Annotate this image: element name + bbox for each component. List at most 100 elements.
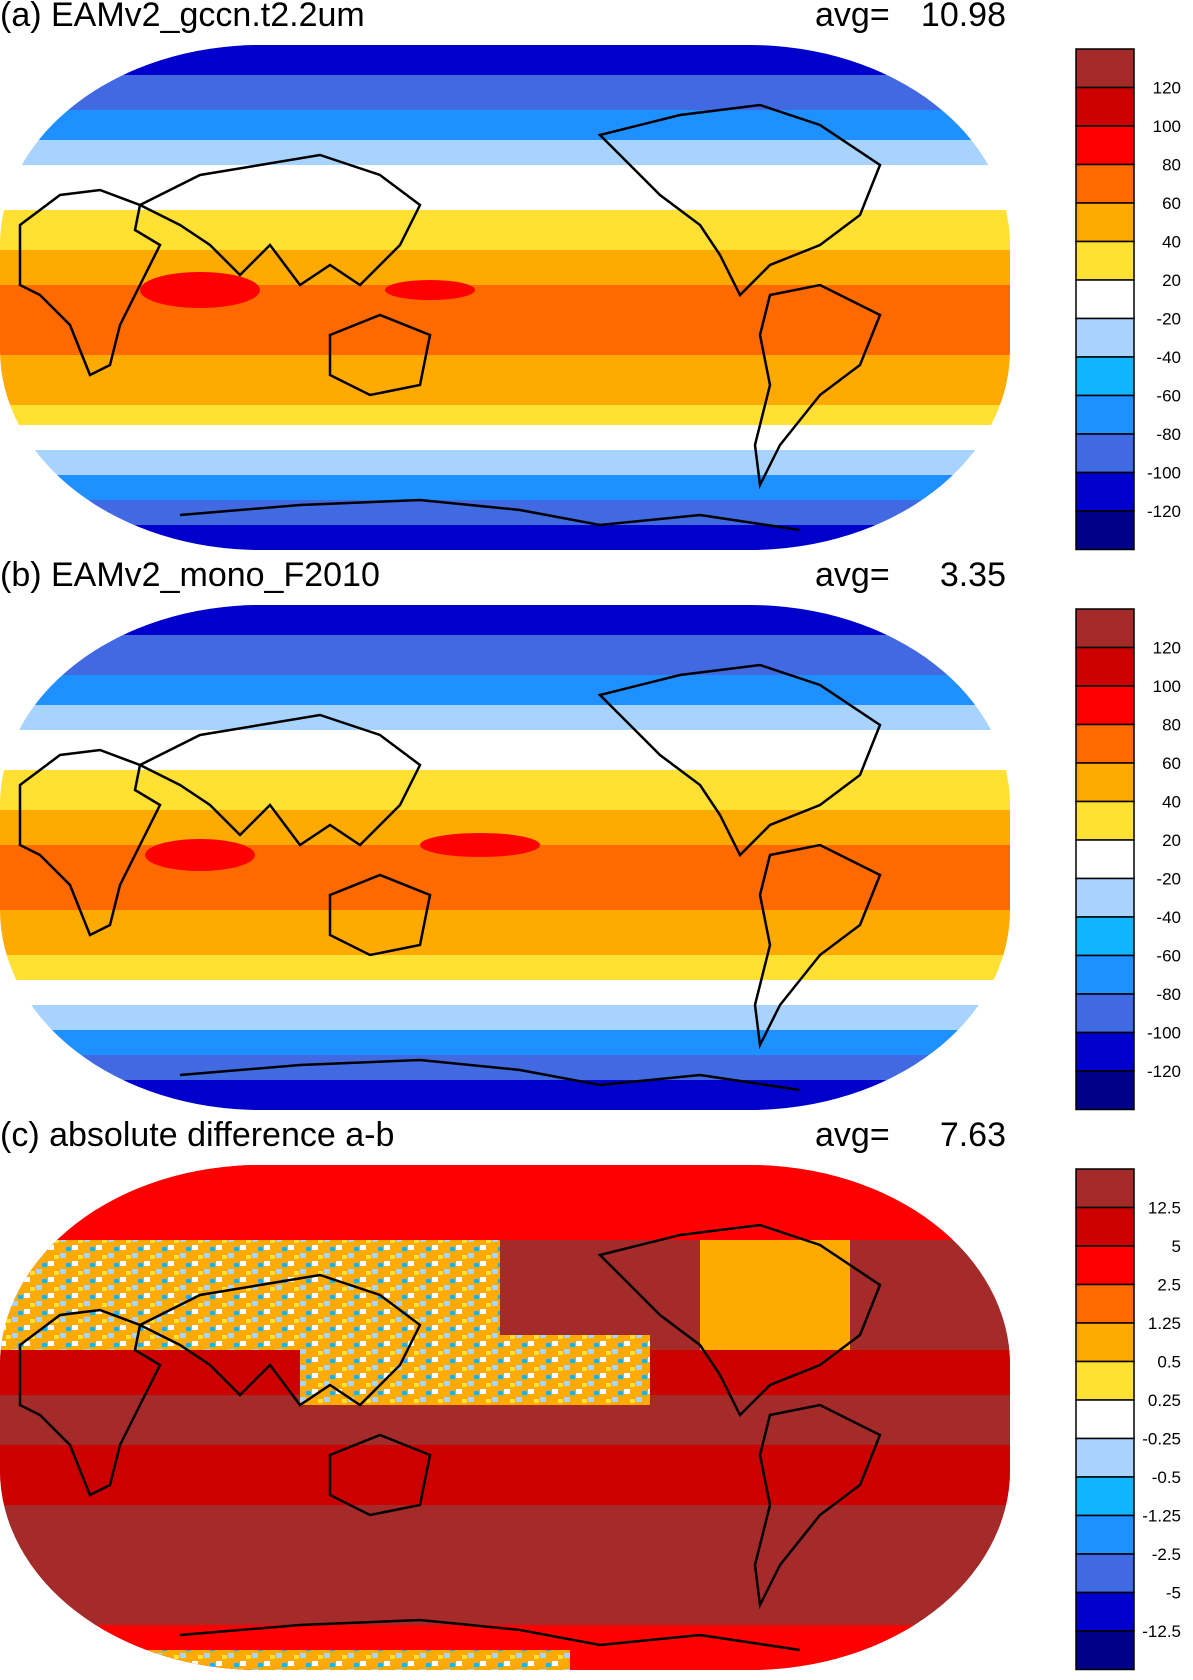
colorbar-label: 1.25 (1148, 1314, 1181, 1333)
colorbar-swatch (1075, 1591, 1135, 1632)
colorbar-label: -120 (1147, 502, 1181, 521)
colorbar-label: 40 (1162, 793, 1181, 812)
colorbar-swatch (1075, 202, 1135, 243)
colorbar: 120 100 80 60 40 20 -20 -40 -60 -80 -100 -120 (1075, 608, 1193, 1111)
colorbar-label: -20 (1156, 870, 1181, 889)
avg-value: 10.98 (920, 0, 1006, 34)
colorbar-label: 20 (1162, 271, 1181, 290)
colorbar-label: 100 (1153, 117, 1181, 136)
map-svg (0, 605, 1010, 1110)
colorbar-swatch (1075, 279, 1135, 320)
colorbar: 12.5 5 2.5 1.25 0.5 0.25 -0.25 -0.5 -1.25 -2.5 -5 -… (1075, 1168, 1193, 1671)
colorbar-swatch (1075, 916, 1135, 957)
colorbar-swatch (1075, 839, 1135, 880)
colorbar-label: 60 (1162, 754, 1181, 773)
colorbar-label: -1.25 (1142, 1507, 1181, 1526)
colorbar-swatch (1075, 125, 1135, 166)
avg-label: avg= (815, 1116, 890, 1154)
colorbar-swatch (1075, 608, 1135, 649)
colorbar-swatch (1075, 1476, 1135, 1517)
colorbar-swatch (1075, 433, 1135, 474)
colorbar-label: 5 (1172, 1237, 1181, 1256)
colorbar-swatch (1075, 86, 1135, 127)
colorbar-label: -80 (1156, 985, 1181, 1004)
colorbar-label: 80 (1162, 156, 1181, 175)
colorbar-label: -100 (1147, 1024, 1181, 1043)
colorbar-swatch (1075, 993, 1135, 1034)
colorbar-label: -2.5 (1152, 1545, 1181, 1564)
avg-label: avg= (815, 556, 890, 594)
map-svg (0, 45, 1010, 550)
colorbar-svg: 12.5 5 2.5 1.25 0.5 0.25 -0.25 -0.5 -1.25 -2.5 -5 -… (1075, 1168, 1181, 1671)
colorbar-swatch (1075, 954, 1135, 995)
colorbar-label: 120 (1153, 79, 1181, 98)
colorbar-swatch (1075, 356, 1135, 397)
colorbar-swatch (1075, 317, 1135, 358)
colorbar-swatch (1075, 1514, 1135, 1555)
colorbar-label: 12.5 (1148, 1199, 1181, 1218)
map-svg (0, 1165, 1010, 1670)
colorbar-label: -20 (1156, 310, 1181, 329)
colorbar-label: 120 (1153, 639, 1181, 658)
colorbar-swatch (1075, 762, 1135, 803)
colorbar-swatch (1075, 1322, 1135, 1363)
colorbar-swatch (1075, 163, 1135, 204)
band-arctic (0, 45, 1010, 75)
avg-label: avg= (815, 0, 890, 34)
colorbar: 120 100 80 60 40 20 -20 -40 -60 -80 -100 -120 (1075, 48, 1193, 551)
colorbar-label: 60 (1162, 194, 1181, 213)
panel-title: (b) EAMv2_mono_F2010 (0, 556, 380, 594)
colorbar-swatch (1075, 1070, 1135, 1111)
colorbar-label: 40 (1162, 233, 1181, 252)
colorbar-label: 100 (1153, 677, 1181, 696)
colorbar-swatch (1075, 1283, 1135, 1324)
panel-title: (a) EAMv2_gccn.t2.2um (0, 0, 365, 34)
colorbar-label: -0.5 (1152, 1468, 1181, 1487)
colorbar-swatch (1075, 877, 1135, 918)
colorbar-label: -80 (1156, 425, 1181, 444)
colorbar-swatch (1075, 471, 1135, 512)
colorbar-swatch (1075, 1553, 1135, 1594)
colorbar-label: -100 (1147, 464, 1181, 483)
panel-a: (a) EAMv2_gccn.t2.2um avg= 10.98 (0, 0, 1193, 560)
colorbar-swatch (1075, 510, 1135, 551)
colorbar-svg: 120 100 80 60 40 20 -20 -40 -60 -80 -100 -120 (1075, 608, 1181, 1111)
global-map (0, 605, 1010, 1110)
colorbar-svg: 120 100 80 60 40 20 -20 -40 -60 -80 -100 -120 (1075, 48, 1181, 551)
coastlines (18, 103, 882, 532)
panel-title: (c) absolute difference a-b (0, 1116, 395, 1154)
colorbar-swatch (1075, 240, 1135, 281)
colorbar-swatch (1075, 1360, 1135, 1401)
colorbar-label: 20 (1162, 831, 1181, 850)
global-map (0, 45, 1010, 550)
colorbar-label: 0.5 (1157, 1353, 1181, 1372)
colorbar-label: -0.25 (1142, 1430, 1181, 1449)
colorbar-swatch (1075, 685, 1135, 726)
colorbar-swatch (1075, 394, 1135, 435)
panel-c: (c) absolute difference a-b avg= 7.63 (0, 1116, 1193, 1680)
colorbar-label: -120 (1147, 1062, 1181, 1081)
colorbar-label: 2.5 (1157, 1276, 1181, 1295)
colorbar-swatch (1075, 1437, 1135, 1478)
coastlines (18, 1223, 882, 1652)
colorbar-swatch (1075, 1245, 1135, 1286)
colorbar-swatch (1075, 48, 1135, 89)
colorbar-swatch (1075, 800, 1135, 841)
colorbar-label: -5 (1166, 1584, 1181, 1603)
coastlines (18, 663, 882, 1092)
colorbar-swatch (1075, 1630, 1135, 1671)
panel-b: (b) EAMv2_mono_F2010 avg= 3.35 (0, 556, 1193, 1120)
colorbar-swatch (1075, 1206, 1135, 1247)
colorbar-swatch (1075, 1031, 1135, 1072)
colorbar-label: 0.25 (1148, 1391, 1181, 1410)
global-map (0, 1165, 1010, 1670)
colorbar-label: -60 (1156, 947, 1181, 966)
avg-value: 7.63 (939, 1116, 1006, 1154)
colorbar-label: 80 (1162, 716, 1181, 735)
colorbar-swatch (1075, 1168, 1135, 1209)
avg-value: 3.35 (939, 556, 1006, 594)
colorbar-swatch (1075, 646, 1135, 687)
colorbar-label: -60 (1156, 387, 1181, 406)
colorbar-label: -40 (1156, 908, 1181, 927)
colorbar-swatch (1075, 723, 1135, 764)
